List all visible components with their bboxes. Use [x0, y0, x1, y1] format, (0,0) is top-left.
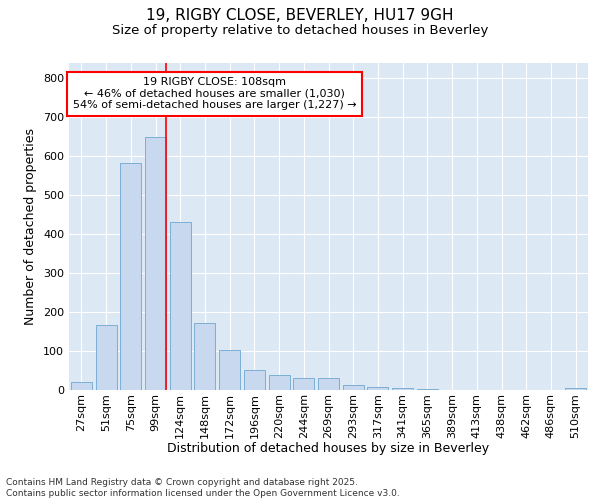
Text: 19 RIGBY CLOSE: 108sqm
← 46% of detached houses are smaller (1,030)
54% of semi-: 19 RIGBY CLOSE: 108sqm ← 46% of detached…	[73, 77, 356, 110]
X-axis label: Distribution of detached houses by size in Beverley: Distribution of detached houses by size …	[167, 442, 490, 455]
Text: Size of property relative to detached houses in Beverley: Size of property relative to detached ho…	[112, 24, 488, 37]
Bar	[392, 388, 413, 390]
Bar	[565, 388, 586, 390]
Bar	[244, 370, 265, 390]
Bar	[145, 138, 166, 390]
Bar	[318, 378, 339, 390]
Bar	[293, 378, 314, 390]
Bar	[71, 382, 92, 390]
Y-axis label: Number of detached properties: Number of detached properties	[25, 128, 37, 325]
Bar	[219, 350, 240, 390]
Bar	[417, 389, 438, 390]
Text: 19, RIGBY CLOSE, BEVERLEY, HU17 9GH: 19, RIGBY CLOSE, BEVERLEY, HU17 9GH	[146, 8, 454, 22]
Bar	[269, 375, 290, 390]
Bar	[343, 385, 364, 390]
Bar	[194, 323, 215, 390]
Bar	[170, 222, 191, 390]
Bar	[120, 162, 141, 390]
Bar	[95, 324, 116, 390]
Bar	[367, 387, 388, 390]
Text: Contains HM Land Registry data © Crown copyright and database right 2025.
Contai: Contains HM Land Registry data © Crown c…	[6, 478, 400, 498]
